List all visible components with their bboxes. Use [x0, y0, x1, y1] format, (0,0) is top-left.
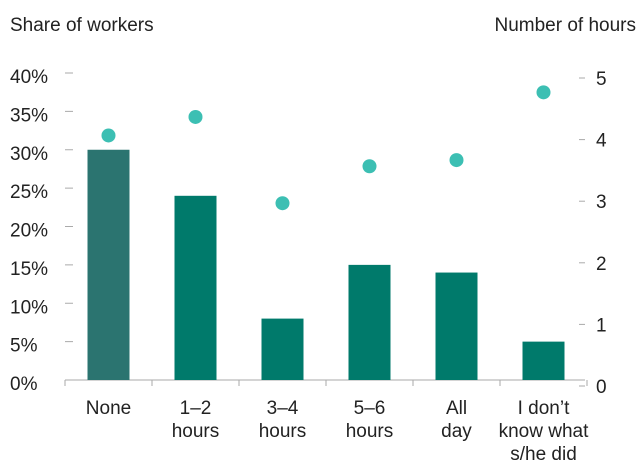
y2-tick-label: 0	[596, 377, 607, 398]
y2-tick-label: 3	[596, 192, 607, 213]
y-tick-label: 5%	[10, 336, 38, 357]
y-tick-label: 0%	[10, 374, 38, 395]
y2-tick-label: 2	[596, 254, 607, 275]
dot	[449, 153, 464, 168]
x-tick-label: day	[441, 421, 472, 442]
y-tick-label: 40%	[10, 67, 48, 88]
dot	[536, 85, 551, 100]
y-tick-label: 30%	[10, 144, 48, 165]
bar	[261, 318, 304, 380]
x-tick-label: hours	[172, 421, 220, 442]
bar	[348, 264, 391, 380]
bar	[435, 272, 478, 380]
y2-tick-label: 4	[596, 131, 607, 152]
y-tick-label: 10%	[10, 297, 48, 318]
bar	[174, 195, 217, 380]
bar	[522, 341, 565, 380]
y-tick-label: 20%	[10, 221, 48, 242]
dot	[101, 128, 116, 143]
x-tick-label: 3–4	[267, 398, 299, 419]
y-axis-title: Share of workers	[10, 15, 154, 36]
bar	[87, 149, 130, 380]
dot	[188, 109, 203, 124]
x-tick-label: None	[86, 398, 131, 419]
x-tick-label: hours	[259, 421, 307, 442]
x-tick-label: All	[446, 398, 467, 419]
y2-tick-label: 1	[596, 315, 607, 336]
dot	[275, 196, 290, 211]
dot	[362, 159, 377, 174]
x-tick-label: I don’t	[518, 398, 570, 419]
x-tick-label: s/he did	[510, 444, 577, 465]
x-tick-label: 1–2	[180, 398, 212, 419]
y2-tick-label: 5	[596, 69, 607, 90]
x-tick-label: hours	[346, 421, 394, 442]
y-tick-label: 35%	[10, 105, 48, 126]
y2-axis-title: Number of hours	[494, 15, 636, 36]
x-tick-label: know what	[499, 421, 589, 442]
y-tick-label: 25%	[10, 182, 48, 203]
x-tick-label: 5–6	[354, 398, 386, 419]
y-tick-label: 15%	[10, 259, 48, 280]
